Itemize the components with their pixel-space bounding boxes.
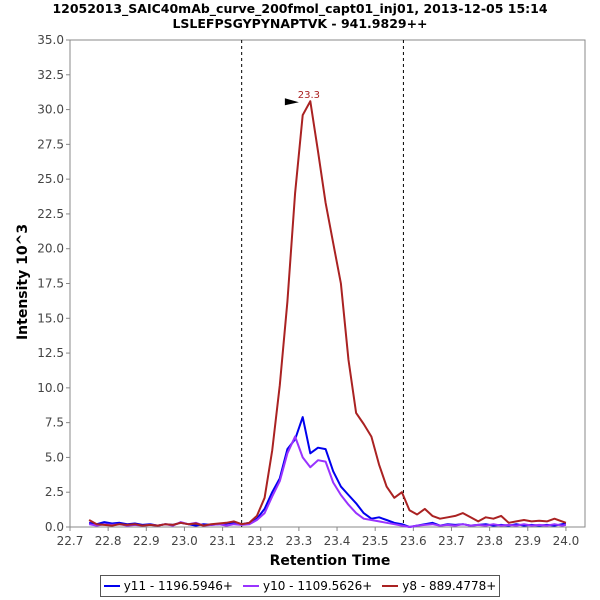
y-tick-label-6: 15.0 (37, 311, 64, 325)
y-tick-label-13: 32.5 (37, 68, 64, 82)
x-tick-label-13: 24.0 (553, 534, 580, 548)
chromatogram-chart: 22.7 22.8 22.9 23.0 23.1 23.2 23.3 23.4 23.5 23.6… (15, 33, 586, 569)
x-tick-label-11: 23.8 (476, 534, 503, 548)
chart-subtitle: LSLEFPSGYPYNAPTVK - 941.9829++ (172, 16, 428, 31)
x-tick-label-7: 23.4 (324, 534, 351, 548)
y-tick-label-2: 5.0 (45, 450, 64, 464)
x-tick-label-10: 23.7 (438, 534, 465, 548)
legend-swatch-y10 (242, 585, 259, 587)
legend-item-y10: y10 - 1109.5626+ (242, 579, 373, 593)
y-tick-label-8: 20.0 (37, 242, 64, 256)
y-tick-label-7: 17.5 (37, 277, 64, 291)
y-tick-label-0: 0.0 (45, 520, 64, 534)
chart-title: 12052013_SAIC40mAb_curve_200fmol_capt01_… (52, 1, 548, 16)
peak-annotation: 23.3 (284, 90, 320, 106)
legend-swatch-y11 (103, 585, 120, 587)
y-axis-label: Intensity 10^3 (15, 224, 31, 340)
y-tick-label-10: 25.0 (37, 172, 64, 186)
x-tick-label-6: 23.3 (286, 534, 313, 548)
legend-label-y10: y10 - 1109.5626+ (262, 579, 373, 593)
axes: 22.7 22.8 22.9 23.0 23.1 23.2 23.3 23.4 23.5 23.6… (37, 33, 586, 548)
y-tick-label-9: 22.5 (37, 207, 64, 221)
series-lines (88, 100, 567, 528)
series-line-1 (88, 435, 567, 528)
y-tick-label-4: 10.0 (37, 381, 64, 395)
legend-label-y11: y11 - 1196.5946+ (123, 579, 233, 593)
x-tick-label-3: 23.0 (171, 534, 198, 548)
x-tick-label-5: 23.2 (247, 534, 274, 548)
legend-swatch-y8 (382, 585, 399, 587)
x-tick-label-2: 22.9 (133, 534, 160, 548)
x-tick-label-0: 22.7 (57, 534, 84, 548)
legend: y11 - 1196.5946+ y10 - 1109.5626+ y8 - 8… (100, 575, 500, 597)
legend-item-y8: y8 - 889.4778+ (382, 579, 496, 593)
boundary-lines (241, 40, 404, 527)
y-tick-label-12: 30.0 (37, 103, 64, 117)
legend-label-y8: y8 - 889.4778+ (402, 579, 497, 593)
x-tick-label-1: 22.8 (95, 534, 122, 548)
series-line-0 (88, 416, 567, 528)
legend-item-y11: y11 - 1196.5946+ (103, 579, 233, 593)
y-tick-label-11: 27.5 (37, 137, 64, 151)
x-tick-label-12: 23.9 (514, 534, 541, 548)
y-tick-label-3: 7.5 (45, 416, 64, 430)
x-axis-label: Retention Time (270, 553, 391, 569)
y-tick-label-1: 2.5 (45, 485, 64, 499)
peak-label: 23.3 (298, 90, 320, 101)
x-tick-label-9: 23.6 (400, 534, 427, 548)
series-line-2 (88, 100, 567, 527)
x-tick-label-4: 23.1 (209, 534, 236, 548)
y-tick-label-14: 35.0 (37, 33, 64, 47)
y-tick-label-5: 12.5 (37, 346, 64, 360)
x-tick-label-8: 23.5 (362, 534, 389, 548)
peak-arrow-icon (284, 98, 299, 106)
